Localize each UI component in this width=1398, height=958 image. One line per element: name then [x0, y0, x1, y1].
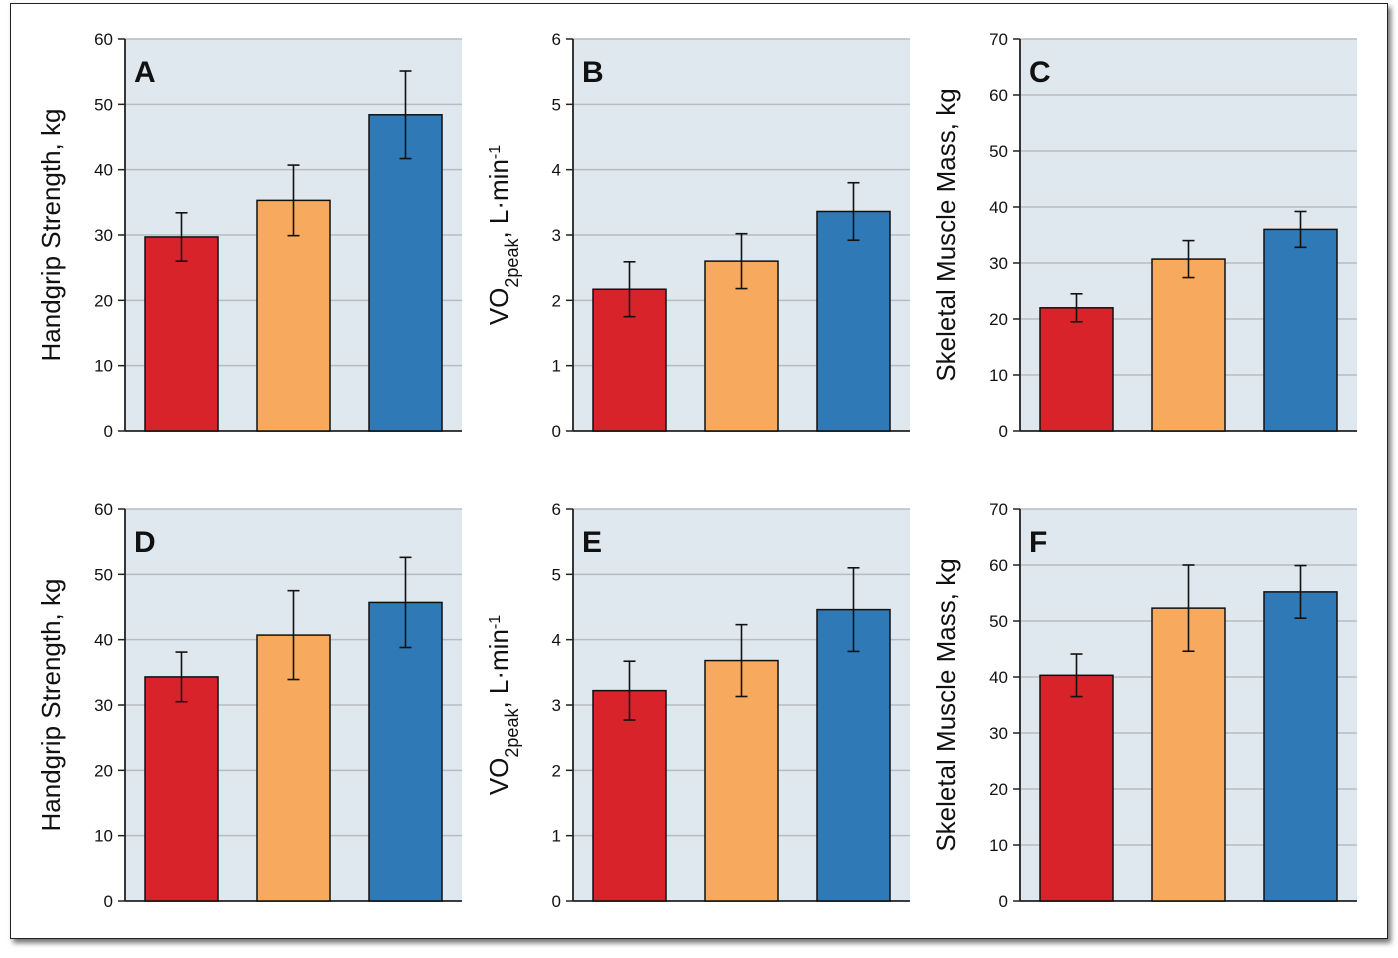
y-tick-label: 60: [989, 556, 1008, 575]
ylabel-superscript: -1: [487, 145, 504, 159]
y-tick-label: 5: [552, 95, 561, 114]
y-tick-label: 2: [552, 761, 561, 780]
y-tick-label: 0: [999, 422, 1008, 441]
y-tick-label: 20: [989, 780, 1008, 799]
y-tick-label: 10: [94, 357, 113, 376]
y-tick-label: 40: [989, 198, 1008, 217]
ylabel-subscript: 2peak: [502, 238, 522, 288]
y-tick-label: 10: [989, 366, 1008, 385]
y-tick-label: 10: [94, 827, 113, 846]
bar-group-1: [1039, 307, 1114, 432]
bar-group-1: [144, 236, 219, 432]
panel-b: 0 1 2 3 4 5 6 B VO2peak, L·min-1: [484, 30, 910, 441]
y-tick-label: 50: [989, 142, 1008, 161]
y-tick-label: 60: [94, 500, 113, 519]
y-tick-label: 20: [94, 291, 113, 310]
y-axis-label: Skeletal Muscle Mass, kg: [931, 558, 961, 851]
bar-group-2: [256, 199, 331, 432]
ylabel-rest: , L·min: [484, 159, 514, 238]
ylabel-rest: , L·min: [484, 629, 514, 708]
bar-group-3: [816, 608, 891, 902]
y-tick-label: 50: [989, 612, 1008, 631]
panel-letter: C: [1029, 56, 1051, 89]
y-tick-label: 0: [552, 892, 561, 911]
bar-group-1: [144, 676, 219, 902]
ylabel-main: VO: [484, 288, 514, 326]
y-tick-label: 10: [989, 836, 1008, 855]
y-axis-label: VO2peak, L·min-1: [484, 145, 522, 325]
panel-e: 0 1 2 3 4 5 6 E VO2peak, L·min-1: [484, 500, 910, 911]
y-tick-label: 70: [989, 500, 1008, 519]
bar-group-2: [1151, 258, 1226, 432]
y-tick-label: 50: [94, 95, 113, 114]
y-tick-label: 0: [104, 422, 113, 441]
y-tick-label: 70: [989, 30, 1008, 49]
y-tick-label: 30: [94, 696, 113, 715]
bar-group-3: [816, 210, 891, 432]
y-tick-label: 60: [94, 30, 113, 49]
bar-group-1: [592, 689, 667, 902]
y-tick-label: 6: [552, 30, 561, 49]
y-tick-label: 20: [94, 761, 113, 780]
y-axis-label: VO2peak, L·min-1: [484, 615, 522, 795]
y-axis-label: Handgrip Strength, kg: [36, 579, 66, 832]
ylabel-subscript: 2peak: [502, 708, 522, 758]
y-tick-label: 40: [989, 668, 1008, 687]
y-tick-label: 1: [552, 357, 561, 376]
y-tick-label: 2: [552, 291, 561, 310]
panel-letter: D: [134, 526, 156, 559]
panel-letter: E: [582, 526, 602, 559]
bar-group-3: [368, 114, 443, 432]
y-tick-label: 0: [999, 892, 1008, 911]
ylabel-main: VO: [484, 758, 514, 796]
y-tick-label: 0: [104, 892, 113, 911]
panel-letter: F: [1029, 526, 1047, 559]
bar-group-3: [1263, 228, 1338, 432]
y-tick-label: 6: [552, 500, 561, 519]
panel-letter: B: [582, 56, 604, 89]
y-tick-label: 4: [552, 161, 561, 180]
y-axis-label: Skeletal Muscle Mass, kg: [931, 88, 961, 381]
y-tick-label: 40: [94, 161, 113, 180]
y-axis-label: Handgrip Strength, kg: [36, 109, 66, 362]
bar-group-2: [704, 260, 779, 432]
y-tick-label: 3: [552, 696, 561, 715]
y-tick-label: 3: [552, 226, 561, 245]
y-tick-label: 50: [94, 565, 113, 584]
y-tick-label: 30: [94, 226, 113, 245]
y-tick-label: 5: [552, 565, 561, 584]
bar-group-2: [1151, 607, 1226, 902]
bar-group-3: [1263, 591, 1338, 902]
y-tick-label: 1: [552, 827, 561, 846]
panel-d: 0 10 20 30 40 50 60 D Handgrip Strength, kg: [36, 500, 462, 911]
y-tick-label: 40: [94, 631, 113, 650]
y-tick-label: 20: [989, 310, 1008, 329]
panel-a: 0 10 20 30 40 50 60 A Handgrip Strength, kg: [36, 30, 462, 441]
panel-f: 0 10 20 30 40 50 60 70 F Skeletal Muscle Mass, kg: [931, 500, 1357, 911]
y-tick-label: 30: [989, 724, 1008, 743]
y-tick-label: 0: [552, 422, 561, 441]
y-tick-label: 60: [989, 86, 1008, 105]
y-tick-label: 4: [552, 631, 561, 650]
panel-letter: A: [134, 56, 156, 89]
y-tick-label: 30: [989, 254, 1008, 273]
panel-c: 0 10 20 30 40 50 60 70 C Skeletal Muscle Mass, kg: [931, 30, 1357, 441]
ylabel-superscript: -1: [487, 615, 504, 629]
bar-group-1: [1039, 674, 1114, 902]
